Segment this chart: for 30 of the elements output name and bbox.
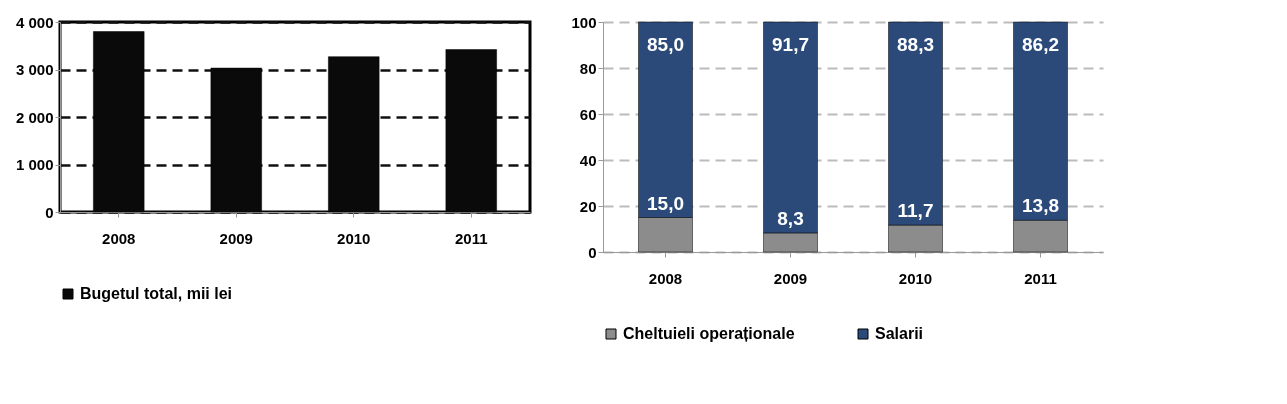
y-tick-label: 100 xyxy=(571,13,597,31)
legend-label: Salarii xyxy=(875,325,924,342)
data-label: 8,3 xyxy=(777,207,804,229)
y-tick-label: 60 xyxy=(579,105,597,123)
x-tick-label: 2010 xyxy=(898,269,933,287)
x-tick-label: 2009 xyxy=(773,269,808,287)
y-tick-label: 2 000 xyxy=(15,108,54,126)
x-tick-label: 2011 xyxy=(1024,269,1057,287)
y-tick-label: 0 xyxy=(45,203,54,221)
y-tick-label: 80 xyxy=(579,59,597,77)
data-label: 91,7 xyxy=(772,34,809,55)
x-tick-label: 2011 xyxy=(454,229,488,247)
legend-label: Cheltuieli operaționale xyxy=(623,325,795,342)
data-label: 86,2 xyxy=(1022,34,1059,55)
data-label: 85,0 xyxy=(647,34,684,55)
legend-label: Bugetul total, mii lei xyxy=(80,285,233,302)
data-label: 13,8 xyxy=(1022,195,1059,217)
x-tick-label: 2010 xyxy=(337,229,371,247)
y-tick-label: 20 xyxy=(579,197,597,215)
data-label: 11,7 xyxy=(897,200,934,222)
y-tick-label: 1 000 xyxy=(15,156,54,173)
data-label: 88,3 xyxy=(897,34,934,55)
y-tick-label: 3 000 xyxy=(15,61,54,78)
y-tick-label: 4 000 xyxy=(15,13,54,31)
x-tick-label: 2008 xyxy=(648,269,683,287)
y-tick-label: 40 xyxy=(579,151,597,169)
x-tick-label: 2008 xyxy=(102,229,136,247)
x-tick-label: 2009 xyxy=(219,229,253,247)
y-tick-label: 0 xyxy=(588,243,597,261)
data-label: 15,0 xyxy=(647,192,684,214)
